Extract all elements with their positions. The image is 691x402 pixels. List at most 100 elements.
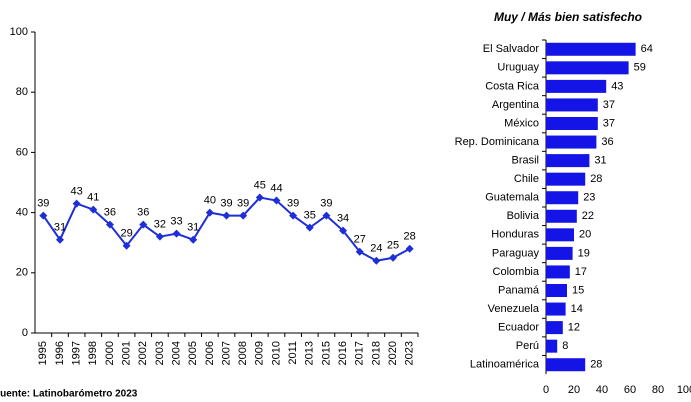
bar bbox=[546, 172, 586, 186]
bar bbox=[546, 302, 566, 316]
bar bbox=[546, 154, 590, 168]
data-label: 32 bbox=[154, 219, 166, 231]
x-tick-label: 2015 bbox=[320, 341, 332, 365]
marker bbox=[322, 211, 331, 220]
data-label: 29 bbox=[120, 228, 132, 240]
marker bbox=[189, 235, 198, 244]
marker bbox=[289, 211, 298, 220]
y-tick-label: Venezuela bbox=[488, 303, 540, 315]
x-tick-label: 2003 bbox=[154, 341, 166, 365]
marker bbox=[89, 205, 98, 214]
x-tick-label: 1995 bbox=[37, 341, 49, 365]
data-label: 27 bbox=[354, 234, 366, 246]
bar bbox=[546, 358, 586, 372]
x-tick-label: 2017 bbox=[354, 341, 366, 365]
bar bbox=[546, 246, 573, 260]
data-label: 23 bbox=[583, 192, 595, 204]
bar bbox=[546, 339, 558, 353]
y-tick-label: Bolivia bbox=[507, 210, 540, 222]
marker bbox=[72, 199, 81, 208]
data-label: 36 bbox=[104, 207, 116, 219]
data-label: 14 bbox=[571, 303, 583, 315]
y-tick-label: Panamá bbox=[498, 284, 540, 296]
bar bbox=[546, 191, 579, 205]
marker bbox=[155, 232, 164, 241]
data-label: 36 bbox=[137, 207, 149, 219]
data-label: 39 bbox=[237, 198, 249, 210]
data-label: 22 bbox=[582, 210, 594, 222]
data-label: 64 bbox=[641, 43, 653, 55]
y-tick-label: Latinoamérica bbox=[470, 359, 540, 371]
bar bbox=[546, 79, 607, 93]
source: Fuente: Latinobarómetro 2023 bbox=[0, 389, 138, 400]
marker bbox=[172, 229, 181, 238]
bar bbox=[546, 209, 577, 223]
data-label: 37 bbox=[603, 99, 615, 111]
marker bbox=[122, 241, 131, 250]
marker bbox=[305, 223, 314, 232]
marker bbox=[205, 208, 214, 217]
x-tick-label: 2004 bbox=[170, 341, 182, 365]
bar bbox=[546, 284, 567, 297]
y-tick-label: 20 bbox=[16, 267, 28, 279]
data-label: 24 bbox=[370, 243, 382, 255]
data-label: 45 bbox=[254, 179, 266, 191]
data-label: 28 bbox=[590, 173, 602, 185]
bar bbox=[546, 321, 563, 335]
marker bbox=[255, 193, 264, 202]
y-tick-label: 80 bbox=[16, 86, 28, 98]
data-label: 28 bbox=[404, 231, 416, 243]
y-tick-label: México bbox=[504, 117, 539, 129]
data-label: 39 bbox=[320, 198, 332, 210]
marker bbox=[222, 211, 231, 220]
data-label: 43 bbox=[71, 185, 83, 197]
x-tick-label: 40 bbox=[596, 384, 608, 396]
x-tick-label: 1997 bbox=[71, 341, 83, 365]
bar bbox=[546, 98, 598, 112]
y-tick-label: Ecuador bbox=[498, 322, 539, 334]
y-tick-label: Argentina bbox=[492, 99, 540, 111]
x-tick-label: 2006 bbox=[204, 341, 216, 365]
data-label: 59 bbox=[634, 62, 646, 74]
y-tick-label: 100 bbox=[10, 26, 28, 38]
y-tick-label: Paraguay bbox=[492, 247, 540, 259]
y-tick-label: 60 bbox=[16, 146, 28, 158]
x-tick-label: 2011 bbox=[287, 341, 299, 365]
bar bbox=[546, 265, 570, 279]
marker bbox=[355, 247, 364, 256]
x-tick-label: 2008 bbox=[237, 341, 249, 365]
y-tick-label: Rep. Dominicana bbox=[455, 136, 540, 148]
data-label: 40 bbox=[204, 195, 216, 207]
marker bbox=[372, 256, 381, 265]
x-tick-label: 2009 bbox=[254, 341, 266, 365]
data-label: 34 bbox=[337, 213, 349, 225]
data-label: 37 bbox=[603, 117, 615, 129]
x-tick-label: 2016 bbox=[337, 341, 349, 365]
bar bbox=[546, 42, 636, 56]
x-tick-label: 2007 bbox=[220, 341, 232, 365]
x-tick-label: 2000 bbox=[104, 341, 116, 365]
x-tick-label: 1996 bbox=[54, 341, 66, 365]
data-label: 17 bbox=[575, 266, 587, 278]
y-tick-label: Honduras bbox=[491, 229, 539, 241]
marker bbox=[139, 220, 148, 229]
y-tick-label: Colombia bbox=[493, 266, 540, 278]
y-tick-label: Guatemala bbox=[485, 192, 540, 204]
bar bbox=[546, 135, 597, 149]
x-tick-label: 80 bbox=[652, 384, 664, 396]
data-label: 15 bbox=[572, 284, 584, 296]
x-tick-label: 0 bbox=[543, 384, 549, 396]
x-tick-label: 2010 bbox=[270, 341, 282, 365]
x-tick-label: 20 bbox=[568, 384, 580, 396]
data-label: 41 bbox=[87, 191, 99, 203]
data-label: 31 bbox=[594, 155, 606, 167]
x-tick-label: 60 bbox=[624, 384, 636, 396]
x-tick-label: 2002 bbox=[137, 341, 149, 365]
marker bbox=[39, 211, 48, 220]
chart-title: Muy / Más bien satisfecho bbox=[494, 10, 642, 24]
data-label: 20 bbox=[579, 229, 591, 241]
data-label: 39 bbox=[37, 198, 49, 210]
x-tick-label: 100 bbox=[677, 384, 691, 396]
data-label: 43 bbox=[611, 80, 623, 92]
